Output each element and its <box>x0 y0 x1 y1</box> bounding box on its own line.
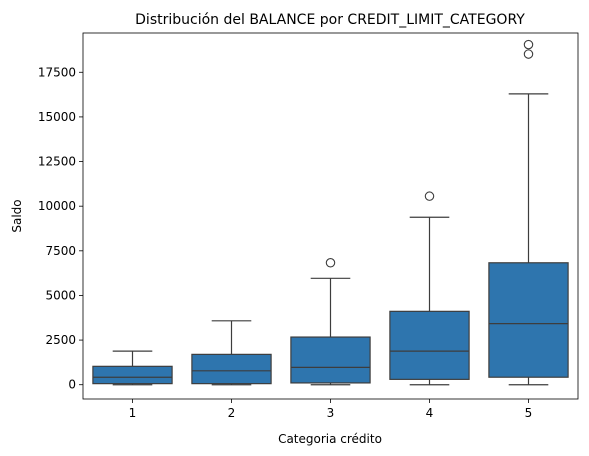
outlier-point <box>326 259 334 267</box>
y-tick-label: 10000 <box>38 199 76 213</box>
box-category-2 <box>192 321 271 385</box>
iqr-box <box>192 354 271 383</box>
iqr-box <box>390 311 469 379</box>
y-tick-label: 5000 <box>45 288 76 302</box>
box-category-3 <box>291 259 370 385</box>
y-tick-label: 17500 <box>38 65 76 79</box>
x-axis: 1 2 3 4 5 <box>129 399 533 420</box>
outlier-point <box>524 50 532 58</box>
x-axis-label: Categoria crédito <box>278 432 382 446</box>
chart-title: Distribución del BALANCE por CREDIT_LIMI… <box>135 12 525 28</box>
x-tick-label: 2 <box>228 406 236 420</box>
y-tick-label: 15000 <box>38 110 76 124</box>
y-tick-label: 0 <box>68 378 76 392</box>
box-category-5 <box>489 40 568 384</box>
outlier-point <box>425 192 433 200</box>
y-axis: 0 2500 5000 7500 10000 12500 15000 17500 <box>38 65 83 391</box>
x-tick-label: 1 <box>129 406 137 420</box>
y-axis-label: Saldo <box>10 199 24 232</box>
x-tick-label: 5 <box>525 406 533 420</box>
iqr-box <box>291 337 370 383</box>
y-tick-label: 2500 <box>45 333 76 347</box>
y-tick-label: 7500 <box>45 244 76 258</box>
box-category-1 <box>93 351 172 385</box>
plot-area <box>93 40 568 384</box>
x-tick-label: 3 <box>327 406 335 420</box>
y-tick-label: 12500 <box>38 155 76 169</box>
iqr-box <box>93 366 172 383</box>
outlier-point <box>524 40 532 48</box>
iqr-box <box>489 263 568 377</box>
x-tick-label: 4 <box>426 406 434 420</box>
box-category-4 <box>390 192 469 385</box>
